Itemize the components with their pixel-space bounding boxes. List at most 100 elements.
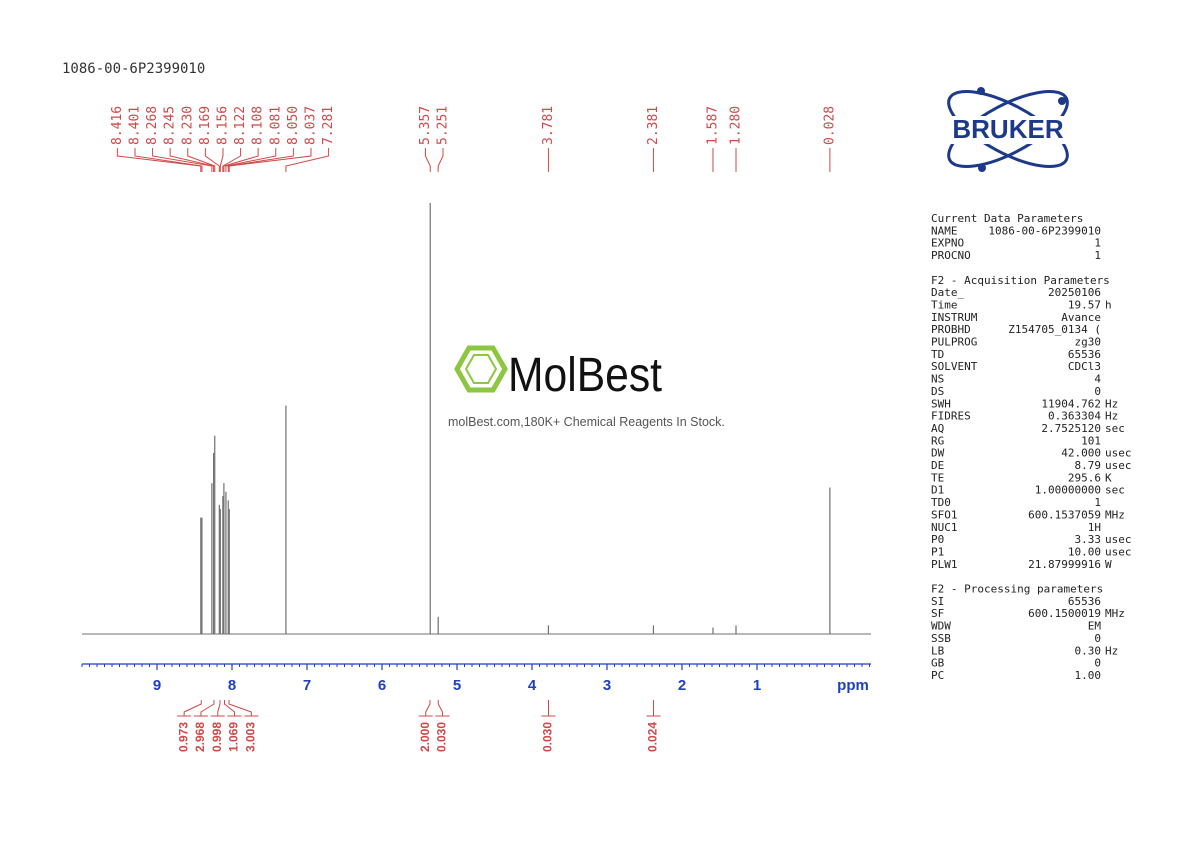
param-value: 0 (1094, 657, 1101, 670)
param-name: PROBHD (931, 323, 971, 336)
param-name: P0 (931, 533, 944, 546)
integral-mark (425, 700, 431, 716)
param-value: 1H (1088, 521, 1101, 534)
integral-label: 0.030 (435, 722, 449, 752)
param-name: FIDRES (931, 410, 971, 423)
peak-connector (225, 148, 277, 172)
param-value: 1.00000000 (1035, 484, 1101, 497)
integral-mark (183, 700, 202, 716)
x-tick-label: 6 (378, 677, 386, 694)
param-value: 42.000 (1061, 447, 1101, 460)
param-value: 1 (1094, 496, 1101, 509)
param-name: AQ (931, 422, 944, 435)
param-value: 1 (1094, 237, 1101, 250)
param-value: 2.7525120 (1041, 422, 1101, 435)
param-name: PROCNO (931, 249, 971, 262)
param-unit: usec (1105, 545, 1132, 558)
param-name: EXPNO (931, 237, 964, 250)
param-name: INSTRUM (931, 311, 978, 324)
integral-mark (200, 700, 215, 716)
peak-label: 8.401 (127, 106, 142, 145)
integral-mark (437, 700, 444, 716)
param-name: PC (931, 669, 944, 682)
param-name: DW (931, 447, 945, 460)
param-unit: usec (1105, 459, 1132, 472)
param-value: 65536 (1068, 595, 1101, 608)
bruker-text: BRUKER (952, 114, 1063, 144)
peak-label: 8.169 (198, 106, 213, 145)
peak-label: 1.587 (705, 106, 720, 145)
param-unit: sec (1105, 484, 1125, 497)
integral-label: 0.973 (176, 722, 190, 752)
peak-connector (219, 148, 224, 172)
molbest-text: MolBest (508, 349, 662, 402)
param-unit: K (1105, 471, 1112, 484)
peak-label: 8.416 (110, 106, 125, 145)
param-value: 0.30 (1075, 644, 1102, 657)
param-name: TD0 (931, 496, 951, 509)
param-name: TE (931, 471, 944, 484)
peak-label: 8.037 (303, 106, 318, 145)
param-unit: h (1105, 298, 1112, 311)
param-name: SI (931, 595, 944, 608)
param-name: DE (931, 459, 944, 472)
param-name: P1 (931, 545, 944, 558)
integral-label: 0.030 (541, 722, 555, 752)
peak-connector (223, 148, 259, 172)
param-value: Z154705_0134 ( (1008, 323, 1101, 336)
peak-connector (227, 148, 294, 172)
peak-label: 8.230 (180, 106, 195, 145)
param-name: PULPROG (931, 336, 977, 349)
param-value: 19.57 (1068, 298, 1101, 311)
param-name: Time (931, 298, 958, 311)
param-name: TD (931, 348, 944, 361)
peak-connector (222, 148, 242, 172)
x-tick-label: 3 (603, 677, 611, 694)
param-section-title: Current Data Parameters (931, 212, 1083, 225)
chart-title: 1086-00-6P2399010 (62, 61, 205, 77)
peak-label: 8.122 (233, 106, 248, 145)
param-name: PLW1 (931, 558, 958, 571)
param-name: SWH (931, 397, 951, 410)
param-unit: Hz (1105, 644, 1118, 657)
param-value: zg30 (1075, 336, 1102, 349)
param-value: 0.363304 (1048, 410, 1101, 423)
param-unit: sec (1105, 422, 1125, 435)
param-value: 0 (1094, 385, 1101, 398)
param-value: 0 (1094, 632, 1101, 645)
param-value: 600.1500019 (1028, 607, 1101, 620)
x-tick-label: 9 (153, 677, 161, 694)
peak-connector (424, 148, 431, 172)
peak-label: 8.156 (215, 106, 230, 145)
integral-mark (228, 700, 252, 716)
x-tick-label: 1 (753, 677, 761, 694)
param-name: SF (931, 607, 944, 620)
param-value: 20250106 (1048, 286, 1101, 299)
param-value: 1.00 (1075, 669, 1102, 682)
peak-connector (285, 148, 330, 172)
peak-label: 7.281 (321, 106, 336, 145)
integral-label: 2.000 (418, 722, 432, 752)
peak-connector (134, 148, 203, 172)
param-value: 10.00 (1068, 545, 1101, 558)
peak-connector (187, 148, 216, 172)
peak-label: 5.251 (436, 106, 451, 145)
param-value: 295.6 (1068, 471, 1101, 484)
integral-mark (224, 700, 236, 716)
param-name: NAME (931, 224, 958, 237)
x-tick-label: 8 (228, 677, 236, 694)
param-value: 65536 (1068, 348, 1101, 361)
param-value: EM (1088, 620, 1102, 633)
param-section-title: F2 - Acquisition Parameters (931, 274, 1110, 287)
param-value: 1 (1094, 249, 1101, 262)
param-name: SFO1 (931, 508, 958, 521)
param-value: 101 (1081, 434, 1101, 447)
integral-label: 3.003 (244, 722, 258, 752)
param-unit: MHz (1105, 508, 1125, 521)
param-name: RG (931, 434, 944, 447)
param-name: NUC1 (931, 521, 958, 534)
bruker-logo: BRUKER (924, 87, 1092, 172)
param-value: 3.33 (1075, 533, 1102, 546)
